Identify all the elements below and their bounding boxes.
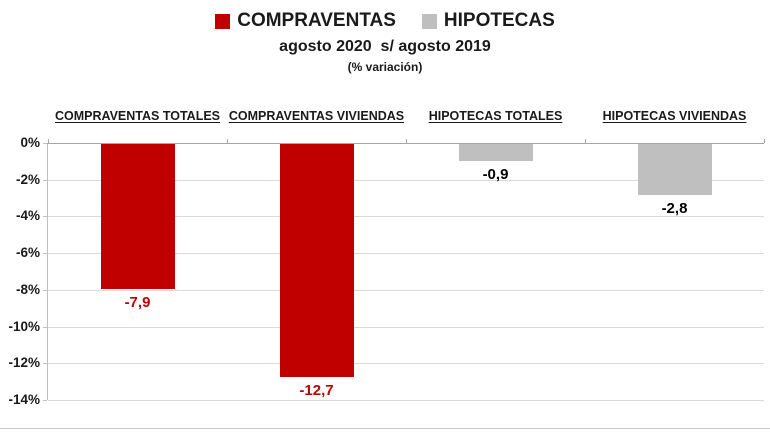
y-tick-label: -2%: [15, 171, 40, 187]
category-header-compraventas-viviendas: COMPRAVENTAS VIVIENDAS: [228, 109, 405, 123]
x-axis-tick: [406, 139, 407, 143]
gridline: [48, 253, 764, 255]
bar-value-label: -12,7: [299, 382, 334, 400]
x-axis-line: [47, 143, 764, 144]
gridline: [48, 179, 764, 181]
gridline: [48, 363, 764, 365]
y-axis-tick: [43, 216, 47, 218]
legend-item-hipotecas: HIPOTECAS: [421, 10, 555, 32]
gridline: [48, 400, 764, 401]
gridline: [48, 216, 764, 218]
x-axis-tick: [227, 139, 228, 143]
y-tick-label: -14%: [8, 392, 40, 407]
y-tick-label: -4%: [15, 208, 40, 224]
gridline: [48, 289, 764, 291]
legend-label-compraventas: COMPRAVENTAS: [237, 10, 396, 31]
y-axis-tick: [43, 363, 47, 365]
y-tick-label: 0%: [20, 135, 40, 150]
legend-item-compraventas: COMPRAVENTAS: [215, 10, 396, 32]
bar-value-label: -2,8: [661, 200, 688, 218]
category-header-hipotecas-viviendas: HIPOTECAS VIVIENDAS: [602, 109, 747, 123]
y-tick-label: -12%: [8, 355, 40, 371]
y-axis-tick: [43, 143, 47, 144]
bar-compraventas-viviendas: [279, 144, 354, 378]
category-headers: COMPRAVENTAS TOTALES COMPRAVENTAS VIVIEND…: [0, 109, 770, 129]
x-axis-tick: [764, 139, 765, 143]
bar-value-label: -0,9: [482, 165, 509, 183]
y-axis-tick: [43, 289, 47, 291]
hipotecas-swatch-icon: [421, 13, 437, 29]
y-tick-label: -10%: [8, 318, 40, 334]
y-axis-tick: [43, 179, 47, 181]
y-tick-label: -8%: [15, 281, 40, 297]
bar-compraventas-totales: [100, 144, 175, 290]
y-axis-tick: [43, 400, 47, 401]
y-axis-tick: [43, 326, 47, 328]
category-header-hipotecas-totales: HIPOTECAS TOTALES: [428, 109, 563, 123]
y-axis-line: [47, 143, 48, 400]
gridline: [48, 326, 764, 328]
compraventas-swatch-icon: [215, 13, 231, 29]
x-axis-tick: [585, 139, 586, 143]
y-tick-label: -6%: [15, 245, 40, 261]
legend: COMPRAVENTAS HIPOTECAS: [0, 10, 770, 32]
x-axis-tick: [48, 139, 49, 143]
bar-hipotecas-viviendas: [637, 144, 712, 196]
legend-label-hipotecas: HIPOTECAS: [443, 10, 555, 31]
bar-hipotecas-totales: [458, 144, 533, 161]
bottom-divider: [0, 428, 770, 429]
chart-subtitle: (% variación): [347, 60, 423, 74]
y-axis-tick: [43, 253, 47, 255]
category-header-compraventas-totales: COMPRAVENTAS TOTALES: [54, 109, 221, 123]
plot-area: -7,9 -12,7 -0,9 -2,8: [43, 139, 765, 401]
bar-value-label: -7,9: [124, 294, 151, 312]
chart-title: agosto 2020 s/ agosto 2019: [279, 38, 491, 55]
